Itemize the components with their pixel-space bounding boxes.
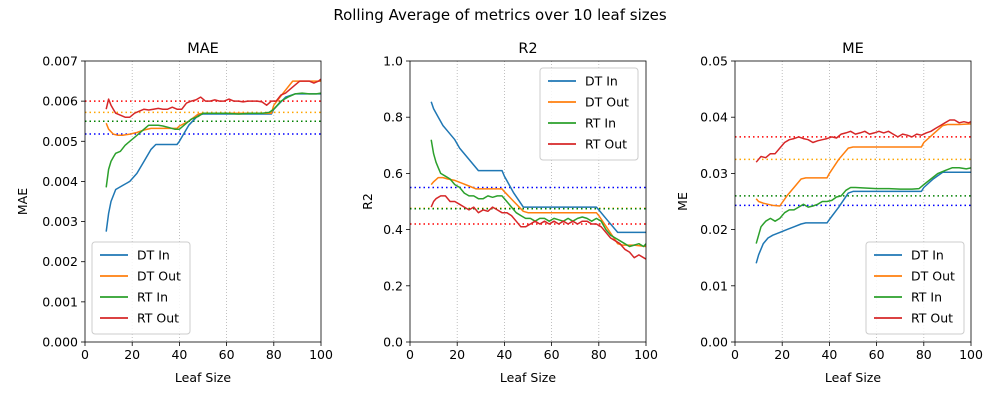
x-tick-label: 0 bbox=[406, 347, 414, 362]
y-tick-label: 0.001 bbox=[42, 294, 78, 309]
y-tick-label: 0.02 bbox=[700, 222, 728, 237]
y-axis-label: R2 bbox=[360, 193, 375, 210]
legend-label: RT Out bbox=[137, 311, 179, 326]
y-tick-label: 0.01 bbox=[700, 278, 728, 293]
x-tick-label: 100 bbox=[309, 347, 333, 362]
y-tick-label: 0.03 bbox=[700, 166, 728, 181]
y-tick-label: 0.006 bbox=[42, 94, 78, 109]
x-tick-label: 20 bbox=[124, 347, 140, 362]
y-tick-label: 0.000 bbox=[42, 335, 78, 350]
series-line bbox=[430, 195, 646, 260]
x-tick-label: 0 bbox=[731, 347, 739, 362]
y-tick-label: 0.04 bbox=[700, 110, 728, 125]
series-line bbox=[430, 101, 646, 234]
legend-label: DT Out bbox=[911, 269, 955, 284]
series-line bbox=[755, 119, 971, 163]
series-line bbox=[755, 123, 971, 207]
series-line bbox=[105, 78, 321, 118]
y-tick-label: 0.005 bbox=[42, 134, 78, 149]
x-tick-label: 60 bbox=[544, 347, 560, 362]
legend-label: DT In bbox=[585, 74, 618, 89]
legend-label: RT Out bbox=[911, 311, 953, 326]
y-tick-label: 0.8 bbox=[383, 110, 403, 125]
legend-label: DT Out bbox=[585, 95, 629, 110]
y-tick-label: 0.0 bbox=[383, 335, 403, 350]
legend-label: RT In bbox=[585, 116, 616, 131]
y-tick-label: 0.05 bbox=[700, 54, 728, 69]
legend-box bbox=[91, 241, 191, 335]
y-tick-label: 1.0 bbox=[383, 54, 403, 69]
legend: DT In DT Out RT In RT Out bbox=[91, 241, 191, 335]
x-axis-label: Leaf Size bbox=[500, 370, 556, 385]
y-axis-label: ME bbox=[675, 192, 690, 211]
legend: DT In DT Out RT In RT Out bbox=[865, 241, 965, 335]
chart-title: ME bbox=[842, 41, 864, 57]
legend-label: DT In bbox=[137, 248, 170, 263]
figure-suptitle: Rolling Average of metrics over 10 leaf … bbox=[333, 6, 666, 24]
series-line bbox=[105, 92, 321, 188]
x-axis-label: Leaf Size bbox=[175, 370, 231, 385]
x-tick-label: 20 bbox=[774, 347, 790, 362]
y-tick-label: 0.003 bbox=[42, 214, 78, 229]
y-tick-label: 0.004 bbox=[42, 174, 78, 189]
series-line bbox=[105, 93, 321, 232]
chart-panel-me: 0 20 40 60 80 100 0.00 0.01 0.02 0.03 0.04 0.05 ME Le… bbox=[675, 41, 983, 385]
chart-panel-r2: 0 20 40 60 80 100 0.0 0.2 0.4 0.6 0.8 1.0 R2 Leaf Siz… bbox=[360, 41, 658, 385]
plot-frame bbox=[84, 60, 322, 343]
y-tick-label: 0.6 bbox=[383, 166, 403, 181]
x-tick-label: 60 bbox=[869, 347, 885, 362]
plot-frame bbox=[734, 60, 972, 343]
series-line bbox=[755, 167, 971, 244]
x-tick-label: 40 bbox=[821, 347, 837, 362]
chart-panel-mae: 0 20 40 60 80 100 0.000 0.001 0.002 0.003 0.004 0.0… bbox=[15, 41, 333, 385]
x-tick-label: 100 bbox=[634, 347, 658, 362]
series-line bbox=[105, 80, 321, 137]
x-tick-label: 80 bbox=[916, 347, 932, 362]
x-tick-label: 80 bbox=[266, 347, 282, 362]
legend: DT In DT Out RT In RT Out bbox=[539, 67, 639, 161]
chart-title: R2 bbox=[518, 41, 537, 57]
legend-box bbox=[539, 67, 639, 161]
legend-label: RT In bbox=[137, 290, 168, 305]
plot-frame bbox=[409, 60, 647, 343]
x-tick-label: 60 bbox=[219, 347, 235, 362]
chart-title: MAE bbox=[187, 41, 219, 57]
legend-label: DT Out bbox=[137, 269, 181, 284]
y-tick-label: 0.4 bbox=[383, 222, 403, 237]
legend-box bbox=[865, 241, 965, 335]
y-tick-label: 0.007 bbox=[42, 54, 78, 69]
y-tick-label: 0.2 bbox=[383, 278, 403, 293]
x-tick-label: 20 bbox=[449, 347, 465, 362]
x-tick-label: 0 bbox=[81, 347, 89, 362]
legend-label: RT Out bbox=[585, 137, 627, 152]
x-tick-label: 40 bbox=[171, 347, 187, 362]
legend-label: DT In bbox=[911, 248, 944, 263]
x-tick-label: 40 bbox=[496, 347, 512, 362]
y-tick-label: 0.002 bbox=[42, 254, 78, 269]
x-tick-label: 100 bbox=[959, 347, 983, 362]
series-line bbox=[755, 171, 971, 264]
x-tick-label: 80 bbox=[591, 347, 607, 362]
legend-label: RT In bbox=[911, 290, 942, 305]
y-axis-label: MAE bbox=[15, 188, 30, 215]
x-axis-label: Leaf Size bbox=[825, 370, 881, 385]
y-tick-label: 0.00 bbox=[700, 335, 728, 350]
